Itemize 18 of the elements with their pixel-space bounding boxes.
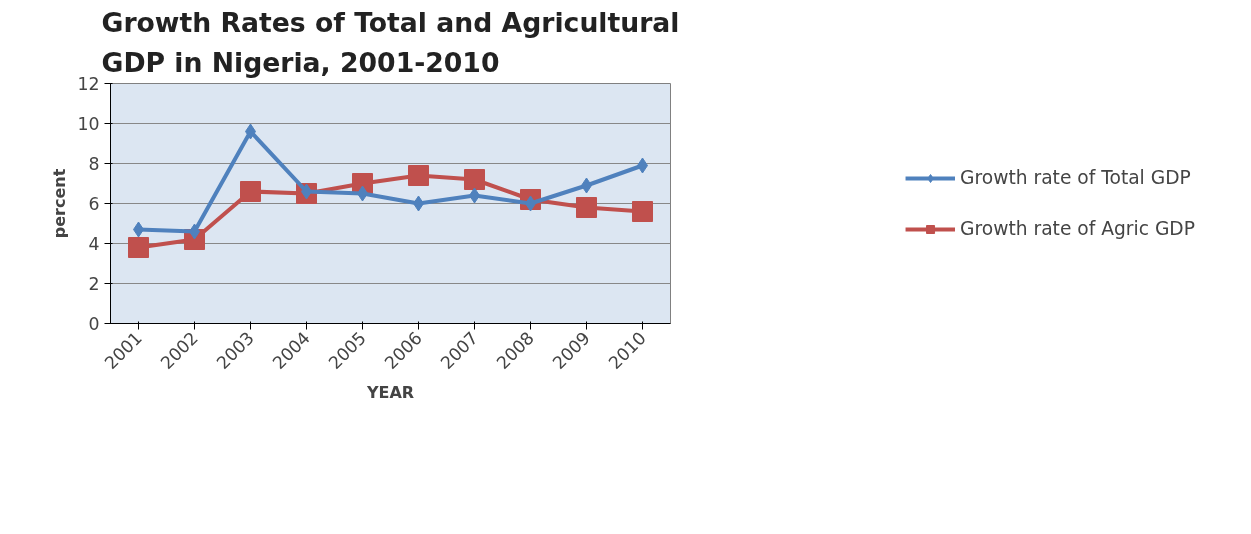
y-tick-label: 0 <box>88 314 100 334</box>
x-axis-title: YEAR <box>365 382 415 402</box>
y-axis-title: percent <box>50 168 70 239</box>
point <box>408 165 429 186</box>
legend-label: Growth rate of Agric GDP <box>960 218 1195 239</box>
y-tick-label: 10 <box>77 114 100 134</box>
point <box>464 169 485 190</box>
legend-label: Growth rate of Total GDP <box>960 167 1191 188</box>
chart-title: Growth Rates of Total and Agricultural GDP in Nigeria, 2001-2010 <box>101 7 680 79</box>
point <box>576 197 597 218</box>
y-tick-label: 4 <box>88 234 100 254</box>
y-tick-label: 6 <box>88 194 100 214</box>
y-tick-label: 8 <box>88 154 100 174</box>
y-tick-label: 2 <box>88 274 100 294</box>
point <box>240 181 261 202</box>
point <box>128 237 149 258</box>
y-tick-label: 12 <box>77 74 100 94</box>
point <box>632 201 653 222</box>
